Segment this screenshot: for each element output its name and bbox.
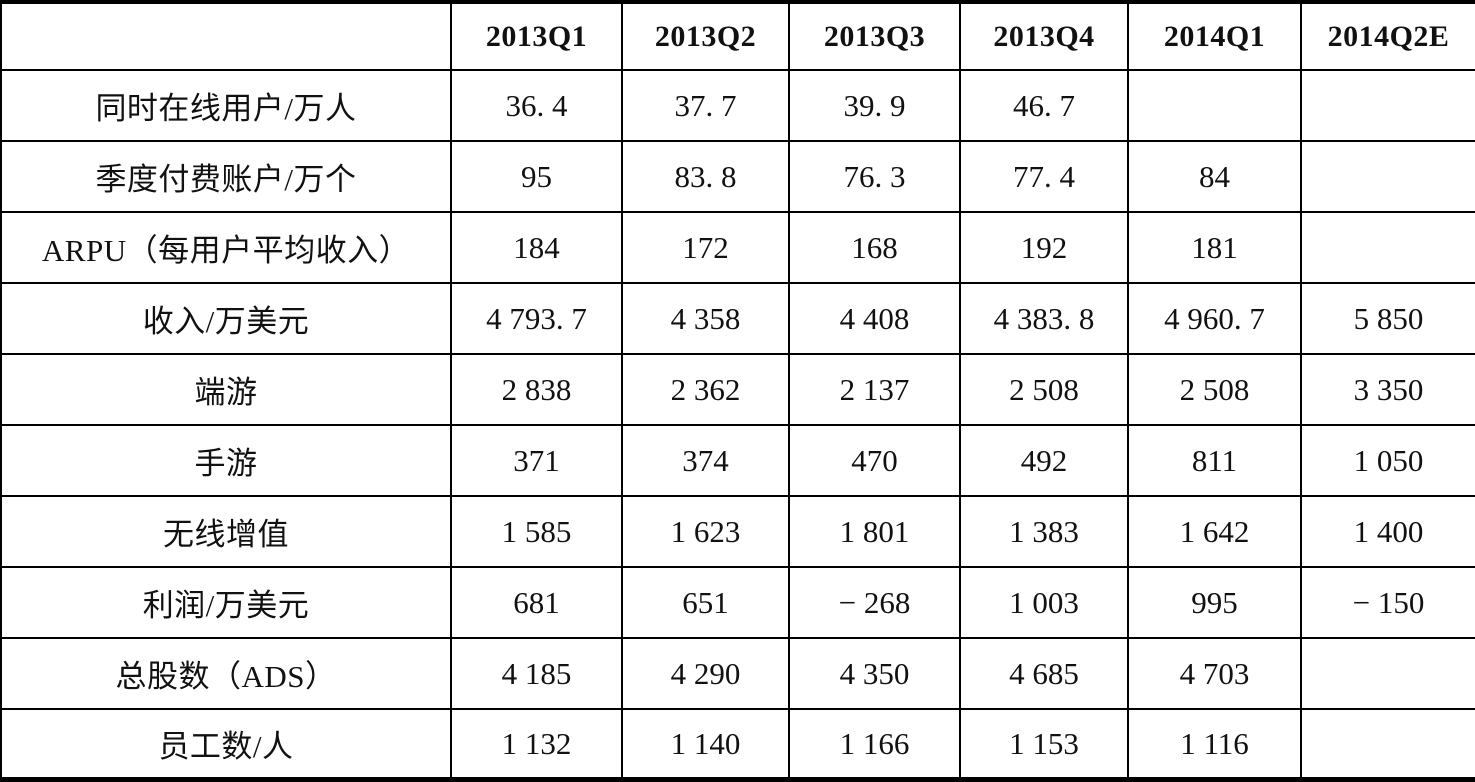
- table-cell: 4 358: [621, 282, 790, 355]
- table-cell: 1 383: [959, 495, 1129, 568]
- table-cell: 83. 8: [621, 140, 790, 213]
- table-header-row: 2013Q1 2013Q2 2013Q3 2013Q4 2014Q1 2014Q2E: [0, 1, 1475, 71]
- table-cell: 1 801: [788, 495, 961, 568]
- table-row: ARPU（每用户平均收入） 184 172 168 192 181: [0, 211, 1475, 284]
- table-cell: [1300, 637, 1475, 710]
- row-label: 收入/万美元: [0, 282, 452, 355]
- table-row: 手游 371 374 470 492 811 1 050: [0, 424, 1475, 497]
- row-label: 端游: [0, 353, 452, 426]
- table-cell: 371: [450, 424, 623, 497]
- table-cell: [1127, 69, 1302, 142]
- table-cell: 811: [1127, 424, 1302, 497]
- table-cell: 4 960. 7: [1127, 282, 1302, 355]
- table-cell: 2 362: [621, 353, 790, 426]
- table-row: 同时在线用户/万人 36. 4 37. 7 39. 9 46. 7: [0, 69, 1475, 142]
- table-cell: − 150: [1300, 566, 1475, 639]
- table-cell: 77. 4: [959, 140, 1129, 213]
- table-body: 同时在线用户/万人 36. 4 37. 7 39. 9 46. 7 季度付费账户/万个 95…: [0, 69, 1475, 781]
- row-label: ARPU（每用户平均收入）: [0, 211, 452, 284]
- table-cell: 46. 7: [959, 69, 1129, 142]
- table-cell: 37. 7: [621, 69, 790, 142]
- table-cell: 1 153: [959, 708, 1129, 781]
- table-cell: 2 137: [788, 353, 961, 426]
- table-cell: 39. 9: [788, 69, 961, 142]
- table-cell: 492: [959, 424, 1129, 497]
- table-cell: − 268: [788, 566, 961, 639]
- table-cell: 4 290: [621, 637, 790, 710]
- column-header: 2013Q3: [788, 1, 961, 71]
- column-header: 2013Q4: [959, 1, 1129, 71]
- table-cell: 76. 3: [788, 140, 961, 213]
- table-cell: 4 703: [1127, 637, 1302, 710]
- table-cell: 2 508: [1127, 353, 1302, 426]
- table-cell: 84: [1127, 140, 1302, 213]
- table-cell: 1 166: [788, 708, 961, 781]
- row-label: 同时在线用户/万人: [0, 69, 452, 142]
- table-cell: 1 623: [621, 495, 790, 568]
- table-cell: 181: [1127, 211, 1302, 284]
- table-row: 利润/万美元 681 651− 268 1 003 995− 150: [0, 566, 1475, 639]
- table-cell: [1300, 69, 1475, 142]
- table-cell: 470: [788, 424, 961, 497]
- table-cell: 4 408: [788, 282, 961, 355]
- table-row: 无线增值 1 585 1 623 1 801 1 383 1 642 1 400: [0, 495, 1475, 568]
- table-cell: 1 116: [1127, 708, 1302, 781]
- table-cell: 95: [450, 140, 623, 213]
- row-label: 季度付费账户/万个: [0, 140, 452, 213]
- table-cell: 1 140: [621, 708, 790, 781]
- table-cell: 36. 4: [450, 69, 623, 142]
- row-label: 手游: [0, 424, 452, 497]
- column-header: 2014Q2E: [1300, 1, 1475, 71]
- table-cell: 1 642: [1127, 495, 1302, 568]
- table-cell: 4 383. 8: [959, 282, 1129, 355]
- table-cell: 4 185: [450, 637, 623, 710]
- column-header: 2013Q2: [621, 1, 790, 71]
- table-cell: 374: [621, 424, 790, 497]
- table-cell: [1300, 211, 1475, 284]
- table-row: 员工数/人 1 132 1 140 1 166 1 153 1 116: [0, 708, 1475, 781]
- table-cell: 4 793. 7: [450, 282, 623, 355]
- table-cell: 1 050: [1300, 424, 1475, 497]
- table-cell: [1300, 708, 1475, 781]
- table-cell: 4 685: [959, 637, 1129, 710]
- table-cell: 2 508: [959, 353, 1129, 426]
- table-cell: 651: [621, 566, 790, 639]
- table-cell: 168: [788, 211, 961, 284]
- row-label: 利润/万美元: [0, 566, 452, 639]
- table-cell: 995: [1127, 566, 1302, 639]
- table-cell: 5 850: [1300, 282, 1475, 355]
- table-cell: 1 003: [959, 566, 1129, 639]
- row-label: 员工数/人: [0, 708, 452, 781]
- table-cell: 681: [450, 566, 623, 639]
- table-cell: 184: [450, 211, 623, 284]
- table-cell: 3 350: [1300, 353, 1475, 426]
- column-header: 2013Q1: [450, 1, 623, 71]
- table-row: 季度付费账户/万个 95 83. 8 76. 3 77. 4 84: [0, 140, 1475, 213]
- table-row: 端游 2 838 2 362 2 137 2 508 2 508 3 350: [0, 353, 1475, 426]
- table-cell: 192: [959, 211, 1129, 284]
- row-label: 无线增值: [0, 495, 452, 568]
- table-cell: 2 838: [450, 353, 623, 426]
- table-cell: 172: [621, 211, 790, 284]
- column-header: 2014Q1: [1127, 1, 1302, 71]
- table-cell: [1300, 140, 1475, 213]
- corner-cell: [0, 1, 452, 71]
- table-cell: 4 350: [788, 637, 961, 710]
- row-label: 总股数（ADS）: [0, 637, 452, 710]
- table-cell: 1 585: [450, 495, 623, 568]
- table-row: 总股数（ADS） 4 185 4 290 4 350 4 685 4 703: [0, 637, 1475, 710]
- table-cell: 1 400: [1300, 495, 1475, 568]
- table-cell: 1 132: [450, 708, 623, 781]
